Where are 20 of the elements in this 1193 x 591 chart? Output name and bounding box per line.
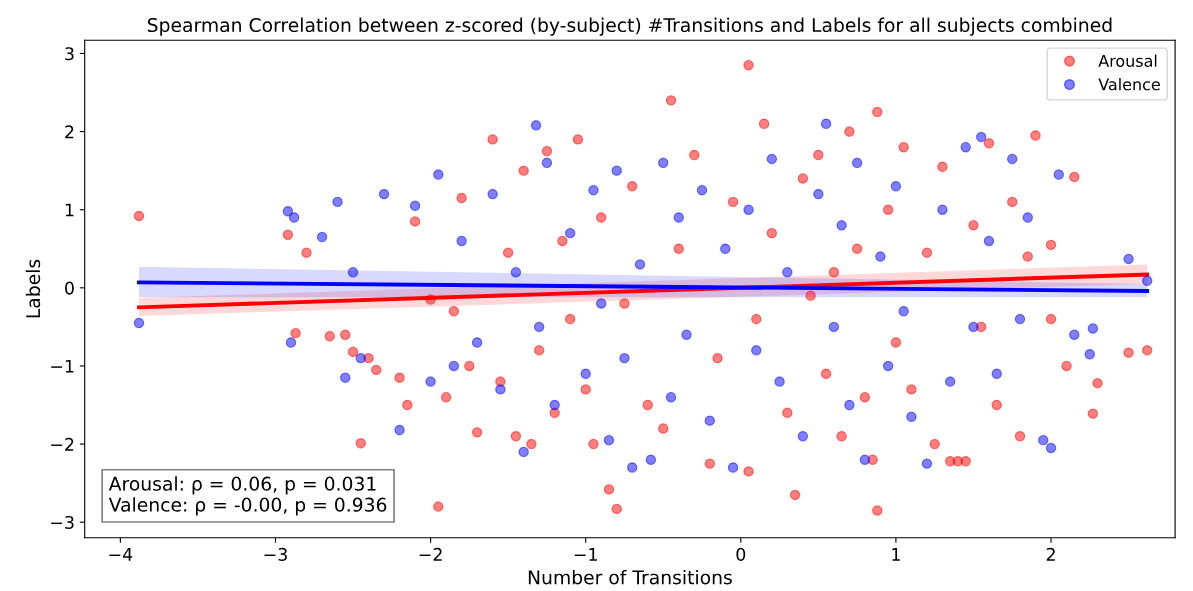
legend-label: Arousal <box>1098 54 1157 67</box>
y-tick-label: 3 <box>65 47 74 61</box>
x-tick-label: −4 <box>109 548 133 561</box>
y-tick-label: −1 <box>51 359 74 373</box>
x-tick-label: −1 <box>574 548 597 561</box>
annotation: Arousal: ρ = 0.06, p = 0.031 Valence: ρ = -0.00, p = 0.936 <box>108 476 387 516</box>
y-tick-label: −3 <box>51 515 74 530</box>
x-tick-label: 1 <box>892 548 900 561</box>
y-axis-title: Labels <box>25 259 41 318</box>
x-tick-label: 0 <box>736 547 746 561</box>
x-axis-title: Number of Transitions <box>528 569 732 585</box>
x-tick-label: −3 <box>264 547 287 561</box>
x-tick-label: 2 <box>1046 547 1055 561</box>
y-tick-label: 0 <box>65 281 74 295</box>
legend-label: Valence <box>1098 78 1160 91</box>
y-tick-label: 2 <box>65 125 74 139</box>
chart-title: Spearman Correlation between z-scored (by-subject) #Transitions and Labels for all subjects combined <box>147 17 1112 36</box>
y-tick-label: −2 <box>51 437 74 451</box>
y-tick-label: 1 <box>65 203 74 217</box>
x-tick-label: −2 <box>419 547 442 561</box>
